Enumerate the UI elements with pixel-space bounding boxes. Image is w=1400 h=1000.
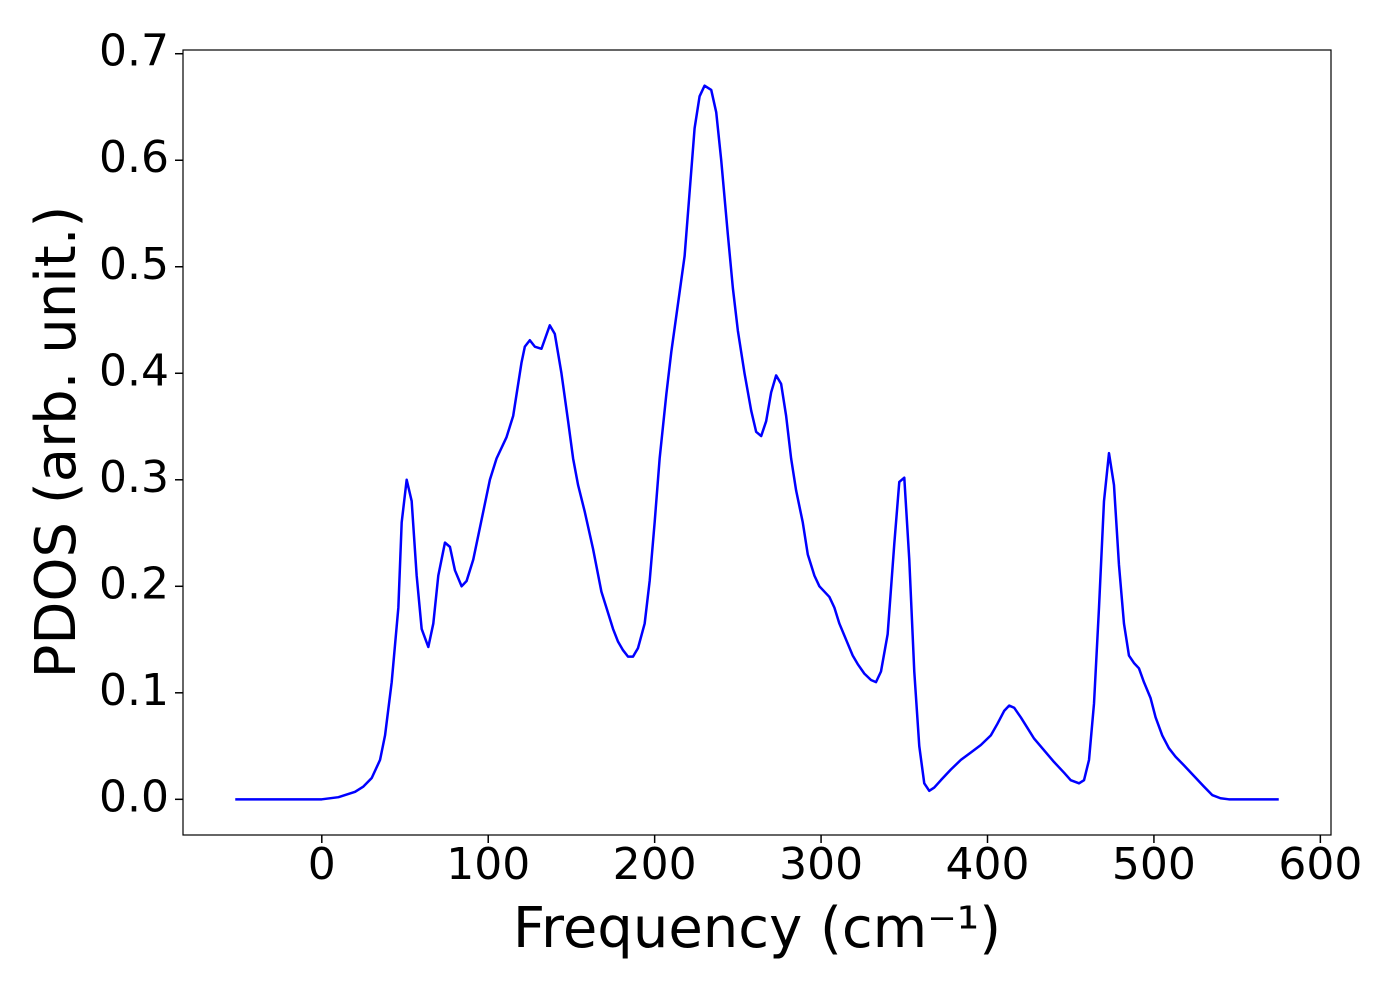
x-axis-label: Frequency (cm⁻¹) [513,896,1001,961]
x-tick-label: 200 [613,839,697,890]
x-tick-label: 600 [1278,839,1362,890]
x-tick-label: 100 [446,839,530,890]
y-axis-label: PDOS (arb. unit.) [24,206,89,679]
y-tick-label: 0.3 [99,452,169,503]
y-tick-label: 0.2 [99,558,169,609]
line [235,84,1279,801]
x-tick-label: 300 [779,839,863,890]
y-tick-label: 0.4 [99,345,169,396]
plot-frame [182,49,1332,836]
y-tick-label: 0.5 [99,239,169,290]
y-tick-label: 0.6 [99,132,169,183]
y-tick-label: 0.1 [99,665,169,716]
x-tick-label: 500 [1112,839,1196,890]
x-tick-label: 0 [308,839,336,890]
x-tick-label: 400 [946,839,1030,890]
y-tick-label: 0.0 [99,771,169,822]
y-tick-label: 0.7 [99,26,169,77]
